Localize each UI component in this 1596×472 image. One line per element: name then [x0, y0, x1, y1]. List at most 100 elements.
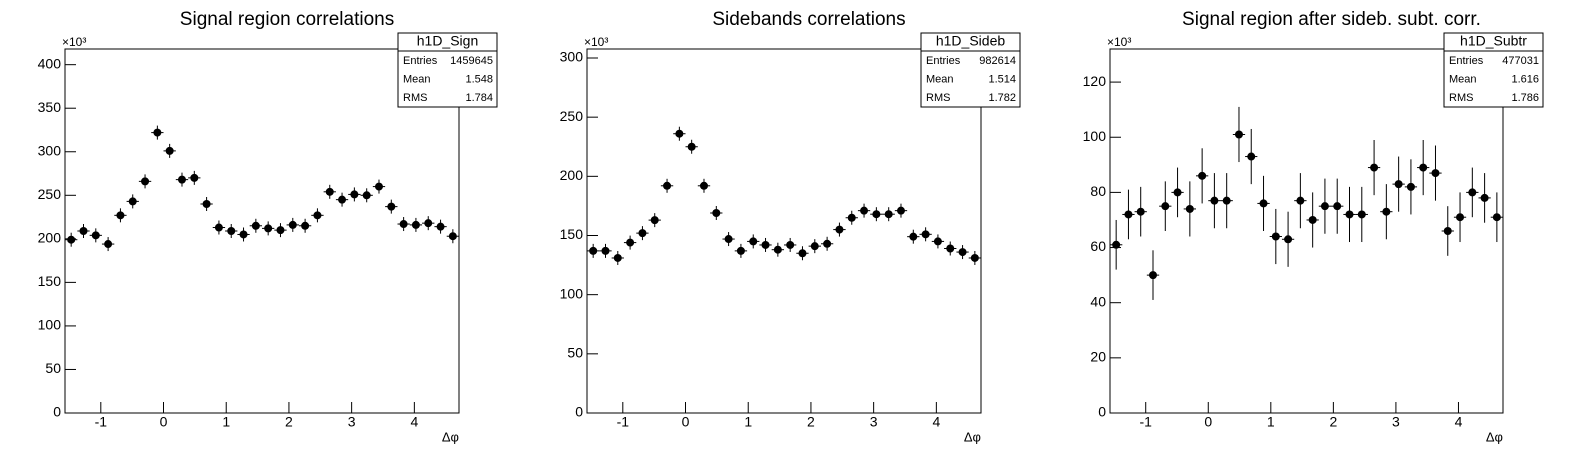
marker [350, 190, 359, 199]
marker [946, 244, 955, 253]
marker [153, 128, 162, 137]
x-tick-label: -1 [617, 414, 630, 430]
y-tick-label: 400 [38, 55, 62, 71]
y-multiplier: ×10³ [584, 35, 608, 49]
y-tick-label: 200 [38, 230, 62, 246]
stats-box [920, 32, 1021, 108]
marker [1431, 169, 1440, 178]
marker [276, 226, 285, 235]
x-tick-label: 3 [870, 414, 878, 430]
marker [411, 220, 420, 229]
marker [1345, 210, 1354, 219]
y-tick-label: 250 [38, 186, 62, 202]
y-tick-label: 60 [1090, 238, 1106, 254]
x-tick-label: 4 [410, 414, 418, 430]
marker [773, 245, 782, 254]
marker [1234, 130, 1243, 139]
marker [1259, 199, 1268, 208]
x-tick-label: 0 [682, 414, 690, 430]
marker [1419, 163, 1428, 172]
y-tick-label: 300 [560, 49, 584, 65]
stats-value: 1.548 [465, 73, 493, 85]
marker [1136, 207, 1145, 216]
y-tick-label: 0 [1098, 404, 1106, 420]
x-tick-label: 2 [285, 414, 293, 430]
marker [1271, 232, 1280, 241]
marker [165, 146, 174, 155]
marker [749, 237, 758, 246]
marker [264, 224, 273, 233]
stats-label: Entries [403, 55, 438, 67]
marker [1370, 163, 1379, 172]
marker [424, 219, 433, 228]
marker [436, 222, 445, 231]
x-tick-label: 4 [1455, 414, 1463, 430]
marker [1394, 180, 1403, 189]
panel: Signal region correlations 0 50 100 150 200 25… [38, 9, 498, 444]
marker [325, 187, 334, 196]
panel: Signal region after sideb. subt. corr. 0 2… [1083, 9, 1544, 444]
marker [896, 206, 905, 215]
marker [1333, 202, 1342, 211]
marker [239, 230, 248, 239]
marker [1161, 202, 1170, 211]
marker [736, 246, 745, 255]
y-tick-label: 150 [38, 273, 62, 289]
x-axis-label: Δφ [1486, 429, 1503, 444]
marker [1124, 210, 1133, 219]
y-tick-label: 50 [45, 360, 61, 376]
marker [202, 200, 211, 209]
marker [921, 230, 930, 239]
stats-label: Mean [403, 73, 431, 85]
marker [712, 209, 721, 218]
marker [1468, 188, 1477, 197]
stats-label: Entries [926, 55, 961, 67]
stats-value: 1.616 [1511, 73, 1539, 85]
y-tick-label: 100 [1083, 128, 1107, 144]
chart-title: Signal region after sideb. subt. corr. [1182, 9, 1481, 30]
stats-box [1443, 32, 1544, 108]
x-axis-label: Δφ [964, 429, 981, 444]
marker [872, 210, 881, 219]
marker [699, 181, 708, 190]
y-tick-label: 100 [560, 285, 584, 301]
marker [1222, 196, 1231, 205]
marker [626, 238, 635, 247]
chart-title: Signal region correlations [180, 9, 394, 30]
y-tick-label: 250 [560, 108, 584, 124]
marker [1296, 196, 1305, 205]
marker [177, 175, 186, 184]
marker [251, 221, 260, 230]
marker [663, 181, 672, 190]
y-tick-label: 0 [575, 404, 583, 420]
stats-value: 477031 [1502, 55, 1539, 67]
marker [810, 242, 819, 251]
stats-label: RMS [1449, 92, 1473, 104]
marker [650, 216, 659, 225]
marker [1185, 204, 1194, 213]
x-tick-label: 2 [1329, 414, 1337, 430]
y-tick-label: 40 [1090, 293, 1106, 309]
stats-value: 1.782 [988, 92, 1016, 104]
marker [847, 213, 856, 222]
x-tick-label: -1 [1139, 414, 1152, 430]
marker [1210, 196, 1219, 205]
stats-name: h1D_Sideb [936, 33, 1005, 49]
marker [613, 253, 622, 262]
marker [675, 129, 684, 138]
x-tick-label: 3 [1392, 414, 1400, 430]
x-tick-label: -1 [95, 414, 108, 430]
stats-label: RMS [926, 92, 950, 104]
stats-box [397, 32, 498, 108]
marker [1198, 171, 1207, 180]
x-tick-label: 4 [932, 414, 940, 430]
stats-label: Mean [1449, 73, 1477, 85]
y-multiplier: ×10³ [1107, 35, 1131, 49]
stats-value: 1.784 [465, 92, 493, 104]
marker [933, 237, 942, 246]
marker [313, 211, 322, 220]
marker [589, 246, 598, 255]
marker [141, 177, 150, 186]
x-tick-label: 0 [1204, 414, 1212, 430]
marker [798, 249, 807, 258]
